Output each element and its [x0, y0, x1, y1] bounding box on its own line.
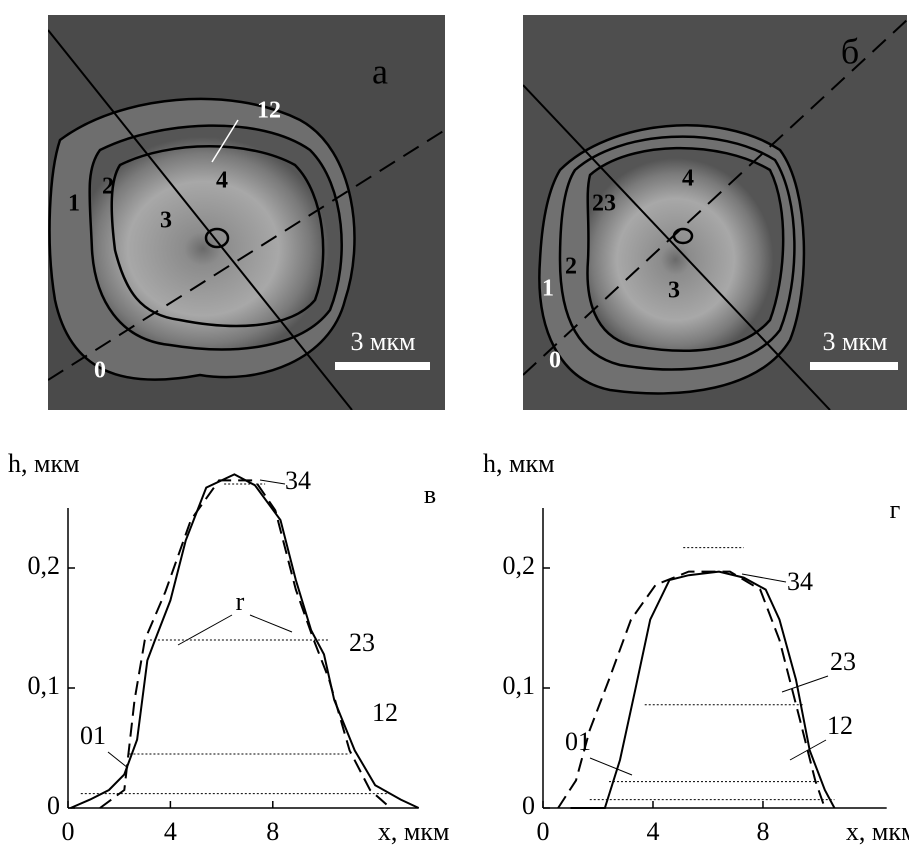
- annotation: 34: [787, 567, 813, 596]
- x-tick-label: 4: [646, 817, 659, 846]
- scale-bar: [335, 362, 430, 370]
- annotation: r: [236, 587, 245, 616]
- contour-label: 2: [102, 174, 114, 200]
- y-tick-label: 0: [522, 791, 535, 820]
- annotation: 01: [80, 721, 106, 750]
- x-axis-label: x, мкм: [378, 817, 450, 846]
- contour-label: 1: [542, 276, 554, 302]
- panel-label: б: [841, 31, 859, 71]
- contour: [90, 126, 342, 350]
- y-axis-label: h, мкм: [8, 449, 80, 478]
- x-tick-label: 8: [756, 817, 769, 846]
- contour-label: 4: [216, 168, 228, 194]
- contour-label: 0: [549, 348, 561, 374]
- scale-bar: [810, 362, 898, 370]
- x-axis-label: x, мкм: [846, 817, 909, 846]
- panel-label: г: [890, 495, 901, 524]
- image-b: б 3 мкм 23 4 1 2 3 0: [523, 15, 907, 410]
- x-tick-label: 0: [62, 817, 75, 846]
- y-tick-label: 0,2: [28, 551, 61, 580]
- y-tick-label: 0,1: [503, 671, 536, 700]
- image-a: а 3 мкм 12 1 2 3 4 0: [48, 15, 445, 410]
- leader: [250, 615, 292, 632]
- contour-label: 0: [94, 358, 106, 384]
- leader: [108, 752, 128, 768]
- contour-label: 4: [682, 166, 694, 192]
- x-tick-label: 0: [537, 817, 550, 846]
- annotation: 23: [830, 647, 856, 676]
- annotation: 23: [349, 628, 375, 657]
- y-axis-label: h, мкм: [483, 449, 555, 478]
- annotation: 12: [372, 698, 398, 727]
- x-tick-label: 4: [164, 817, 177, 846]
- leader: [590, 758, 632, 775]
- profile-line: [570, 572, 834, 808]
- contour-label: 3: [160, 208, 172, 234]
- contour-label: 2: [565, 254, 577, 280]
- profile-line: [100, 480, 391, 808]
- y-tick-label: 0: [47, 791, 60, 820]
- y-tick-label: 0,1: [28, 671, 61, 700]
- contour-label: 3: [668, 278, 680, 304]
- panel-label: а: [372, 51, 388, 91]
- contour-label: 12: [257, 98, 281, 124]
- scale-label: 3 мкм: [822, 327, 887, 356]
- profile-line: [558, 572, 825, 808]
- contour-label: 23: [592, 191, 616, 217]
- annotation: 12: [827, 711, 853, 740]
- panel-label: в: [424, 480, 436, 509]
- y-tick-label: 0,2: [503, 551, 536, 580]
- annotation: 34: [285, 466, 311, 495]
- figure: а 3 мкм 12 1 2 3 4 0 б 3 мкм 23 4 1 2 3 …: [0, 0, 909, 852]
- contour-label: 1: [68, 191, 80, 217]
- scale-label: 3 мкм: [350, 327, 415, 356]
- x-tick-label: 8: [266, 817, 279, 846]
- annotation: 01: [565, 727, 591, 756]
- leader: [260, 480, 285, 484]
